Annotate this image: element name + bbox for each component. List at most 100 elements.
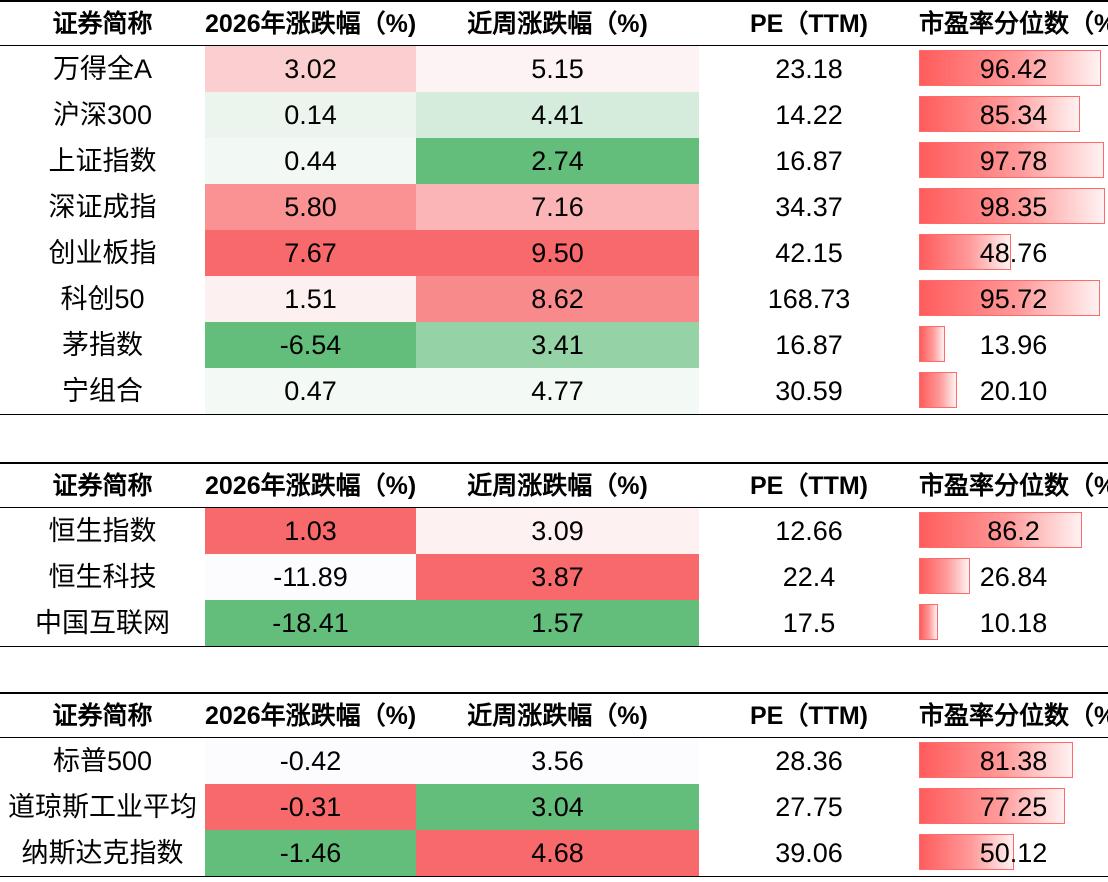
week-change: 4.41 [416, 92, 699, 138]
table-row: 恒生指数 1.03 3.09 12.66 86.2 [0, 508, 1108, 554]
ytd-change: -1.46 [205, 830, 416, 876]
ytd-change: -18.41 [205, 600, 416, 646]
pe-percentile-value: 10.18 [979, 608, 1048, 638]
header-ytd: 2026年涨跌幅（%) [205, 702, 417, 730]
pe-ttm: 39.06 [775, 838, 843, 868]
header-name: 证券简称 [52, 472, 153, 500]
security-name: 恒生科技 [48, 562, 157, 592]
week-change: 1.57 [416, 600, 699, 646]
week-change: 4.77 [416, 368, 699, 414]
pe-ttm: 12.66 [775, 516, 843, 546]
pe-percentile-bar [919, 558, 970, 594]
ytd-change: 1.03 [205, 508, 416, 554]
header-name: 证券简称 [52, 10, 153, 38]
pe-ttm: 17.5 [782, 608, 836, 638]
ytd-change: 0.14 [205, 92, 416, 138]
table-row: 上证指数 0.44 2.74 16.87 97.78 [0, 138, 1108, 184]
pe-percentile-value: 13.96 [979, 330, 1048, 360]
table-row: 纳斯达克指数 -1.46 4.68 39.06 50.12 [0, 830, 1108, 876]
security-name: 深证成指 [48, 192, 157, 222]
pe-percentile-bar [919, 96, 1081, 132]
table-row: 宁组合 0.47 4.77 30.59 20.10 [0, 368, 1108, 414]
pe-ttm: 27.75 [775, 792, 843, 822]
table-row: 科创50 1.51 8.62 168.73 95.72 [0, 276, 1108, 322]
table-bottom-rule [0, 876, 1108, 877]
pe-percentile-value: 77.25 [979, 792, 1048, 822]
header-pe: PE（TTM) [749, 472, 869, 500]
week-change: 3.87 [416, 554, 699, 600]
week-change: 3.41 [416, 322, 699, 368]
security-name: 茅指数 [62, 330, 143, 360]
week-change: 7.16 [416, 184, 699, 230]
pe-percentile-value: 48.76 [979, 238, 1048, 268]
pe-ttm: 22.4 [782, 562, 836, 592]
table-header: 证券简称 2026年涨跌幅（%) 近周涨跌幅（%) PE（TTM) 市盈率分位数（%) [0, 462, 1108, 508]
table-row: 创业板指 7.67 9.50 42.15 48.76 [0, 230, 1108, 276]
header-name: 证券简称 [52, 702, 153, 730]
pe-ttm: 28.36 [775, 746, 843, 776]
security-name: 纳斯达克指数 [21, 838, 184, 868]
pe-ttm: 42.15 [775, 238, 843, 268]
pe-ttm: 16.87 [775, 330, 843, 360]
week-change: 3.04 [416, 784, 699, 830]
ytd-change: 7.67 [205, 230, 416, 276]
ytd-change: 1.51 [205, 276, 416, 322]
pe-percentile-bar [919, 512, 1082, 548]
security-name: 恒生指数 [48, 516, 157, 546]
week-change: 8.62 [416, 276, 699, 322]
header-week: 近周涨跌幅（%) [467, 10, 648, 38]
security-name: 上证指数 [48, 146, 157, 176]
week-change: 5.15 [416, 46, 699, 92]
pe-percentile-value: 95.72 [979, 284, 1048, 314]
pe-percentile-bar [919, 604, 939, 640]
header-week: 近周涨跌幅（%) [467, 702, 648, 730]
pe-percentile-value: 98.35 [979, 192, 1048, 222]
pe-ttm: 14.22 [775, 100, 843, 130]
pe-percentile-value: 96.42 [979, 54, 1048, 84]
pe-ttm: 34.37 [775, 192, 843, 222]
pe-ttm: 23.18 [775, 54, 843, 84]
pe-ttm: 168.73 [767, 284, 851, 314]
pe-percentile-bar [919, 50, 1102, 86]
pe-ttm: 16.87 [775, 146, 843, 176]
ytd-change: 5.80 [205, 184, 416, 230]
pe-percentile-bar [919, 280, 1100, 316]
table-row: 恒生科技 -11.89 3.87 22.4 26.84 [0, 554, 1108, 600]
pe-percentile-value: 86.2 [987, 516, 1040, 546]
table-row: 道琼斯工业平均 -0.31 3.04 27.75 77.25 [0, 784, 1108, 830]
table-bottom-rule [0, 414, 1108, 415]
security-name: 标普500 [52, 746, 153, 776]
security-name: 创业板指 [48, 238, 157, 268]
table-row: 万得全A 3.02 5.15 23.18 96.42 [0, 46, 1108, 92]
header-pe: PE（TTM) [749, 10, 869, 38]
header-ytd: 2026年涨跌幅（%) [205, 472, 417, 500]
ytd-change: -6.54 [205, 322, 416, 368]
pe-percentile-bar [919, 788, 1065, 824]
pe-ttm: 30.59 [775, 376, 843, 406]
table-row: 茅指数 -6.54 3.41 16.87 13.96 [0, 322, 1108, 368]
week-change: 2.74 [416, 138, 699, 184]
ytd-change: 0.44 [205, 138, 416, 184]
week-change: 4.68 [416, 830, 699, 876]
header-pct: 市盈率分位数（%) [919, 10, 1108, 38]
week-change: 9.50 [416, 230, 699, 276]
table-header: 证券简称 2026年涨跌幅（%) 近周涨跌幅（%) PE（TTM) 市盈率分位数（%) [0, 692, 1108, 738]
pe-percentile-value: 20.10 [979, 376, 1048, 406]
security-name: 科创50 [60, 284, 145, 314]
pe-percentile-bar [919, 372, 957, 408]
table-header: 证券简称 2026年涨跌幅（%) 近周涨跌幅（%) PE（TTM) 市盈率分位数（%) [0, 0, 1108, 46]
table-row: 深证成指 5.80 7.16 34.37 98.35 [0, 184, 1108, 230]
pe-percentile-bar [919, 142, 1104, 178]
ytd-change: -0.31 [205, 784, 416, 830]
table-bottom-rule [0, 646, 1108, 647]
pe-percentile-bar [919, 326, 946, 362]
header-ytd: 2026年涨跌幅（%) [205, 10, 417, 38]
pe-percentile-value: 50.12 [979, 838, 1048, 868]
table-row: 中国互联网 -18.41 1.57 17.5 10.18 [0, 600, 1108, 646]
week-change: 3.56 [416, 738, 699, 784]
table-row: 沪深300 0.14 4.41 14.22 85.34 [0, 92, 1108, 138]
security-name: 沪深300 [52, 100, 153, 130]
pe-percentile-value: 26.84 [979, 562, 1048, 592]
pe-percentile-bar [919, 188, 1105, 224]
pe-percentile-value: 97.78 [979, 146, 1048, 176]
